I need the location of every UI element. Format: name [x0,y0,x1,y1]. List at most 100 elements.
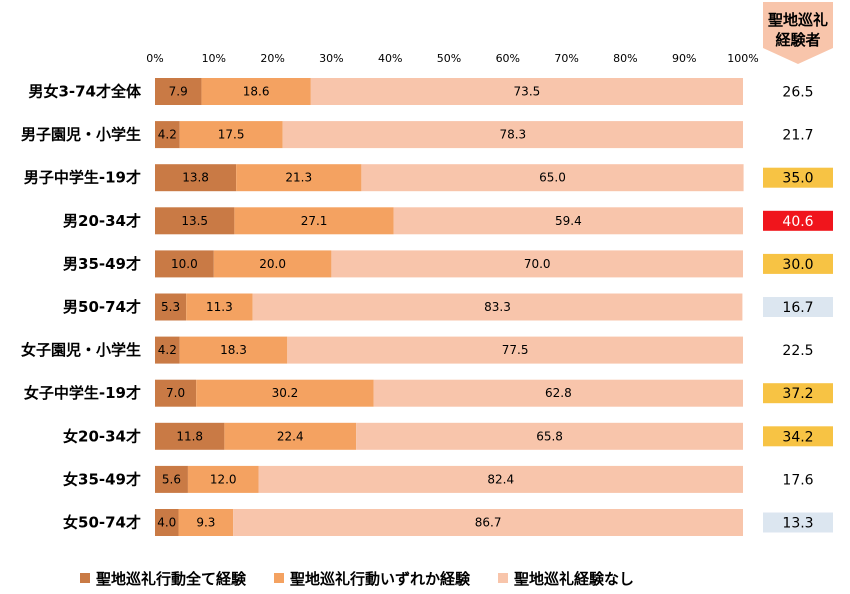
legend-swatch [274,573,285,583]
legend-item: 聖地巡礼経験なし [498,568,634,589]
side-value-highlight [763,512,833,533]
side-value: 35.0 [782,171,813,187]
x-tick-label: 10% [202,52,226,65]
bar-segment [155,293,187,321]
side-value: 17.6 [782,472,813,488]
bar-segment [178,509,234,536]
bar-segment [155,250,214,278]
data-label: 70.0 [524,257,551,271]
side-value-highlight [763,253,833,274]
data-label: 78.3 [499,128,526,142]
data-label: 22.4 [277,429,304,443]
bar-segment [186,293,253,321]
bar-segment [155,422,225,450]
legend: 聖地巡礼行動全て経験 聖地巡礼行動いずれか経験 聖地巡礼経験なし [80,567,662,589]
data-label: 7.9 [169,85,188,99]
data-label: 10.0 [171,257,198,271]
bar-segment [196,379,374,407]
data-label: 65.0 [539,171,566,185]
bar-segment [393,207,743,235]
x-tick-label: 40% [378,52,402,65]
bar-segment [155,164,237,192]
data-label: 62.8 [545,386,572,400]
bar-segment [155,379,197,407]
side-value-highlight [763,210,833,231]
side-value: 40.6 [782,214,813,230]
x-tick-label: 20% [260,52,284,65]
category-label: 女50-74才 [63,514,141,532]
bar-segment [213,250,332,278]
data-label: 73.5 [514,85,541,99]
bar-segment [179,336,288,364]
data-label: 7.0 [166,386,185,400]
data-label: 83.3 [484,300,511,314]
data-label: 65.8 [536,429,563,443]
bar-segment [155,121,180,149]
category-label: 女子園児・小学生 [21,341,141,359]
category-label: 男20-34才 [63,212,141,230]
data-label: 13.5 [181,214,208,228]
bar-segment [331,250,743,278]
x-tick-label: 70% [554,52,578,65]
data-label: 21.3 [285,171,312,185]
x-tick-label: 0% [146,52,163,65]
data-label: 18.3 [220,343,247,357]
side-column-header: 聖地巡礼 経験者 [763,2,833,64]
side-value-highlight [763,297,833,317]
data-label: 17.5 [218,128,245,142]
side-value-highlight [763,167,833,188]
data-label: 4.2 [158,343,177,357]
side-value-highlight [763,426,833,447]
legend-item: 聖地巡礼行動いずれか経験 [274,568,470,589]
data-label: 4.2 [158,128,177,142]
data-label: 9.3 [196,516,215,530]
category-label: 男50-74才 [63,298,141,316]
x-tick-label: 80% [613,52,637,65]
data-label: 5.3 [161,300,180,314]
bar-segment [179,121,283,149]
bar-segment [234,207,394,235]
side-value: 26.5 [782,85,813,101]
data-label: 5.6 [162,472,181,486]
side-value: 21.7 [782,128,813,144]
data-label: 27.1 [301,214,328,228]
x-tick-label: 100% [727,52,758,65]
data-label: 11.3 [206,300,233,314]
legend-item: 聖地巡礼行動全て経験 [80,568,246,589]
bar-segment [373,379,743,407]
data-label: 12.0 [210,472,237,486]
bar-segment [287,336,743,364]
category-label: 男女3-74才全体 [28,83,142,101]
bar-segment [282,121,743,149]
data-label: 13.8 [182,171,209,185]
data-label: 77.5 [502,343,529,357]
bar-segment [310,78,743,105]
bar-segment [201,78,311,105]
data-label: 86.7 [475,516,502,530]
data-label: 4.0 [157,516,176,530]
side-value: 16.7 [782,300,813,316]
bar-segment [361,164,744,192]
bar-segment [236,164,362,192]
legend-swatch [80,573,90,583]
category-label: 女35-49才 [63,470,141,488]
bar-segment [155,78,202,105]
side-value: 22.5 [782,343,813,359]
legend-label: 聖地巡礼行動全て経験 [96,569,247,588]
side-value: 30.0 [782,257,813,273]
x-tick-label: 30% [319,52,343,65]
side-value: 34.2 [782,429,813,445]
data-label: 18.6 [243,85,270,99]
category-label: 男子園児・小学生 [21,126,141,144]
bar-segment [258,465,743,493]
header-badge-shape [763,2,833,64]
category-label: 女子中学生-19才 [24,384,141,402]
data-label: 11.8 [176,429,203,443]
side-column-header-line2: 経験者 [775,31,821,49]
legend-label: 聖地巡礼経験なし [514,569,635,588]
category-label: 女20-34才 [63,427,141,445]
bar-segment [155,336,180,364]
bar-segment [356,422,743,450]
category-label: 男子中学生-19才 [24,169,141,187]
